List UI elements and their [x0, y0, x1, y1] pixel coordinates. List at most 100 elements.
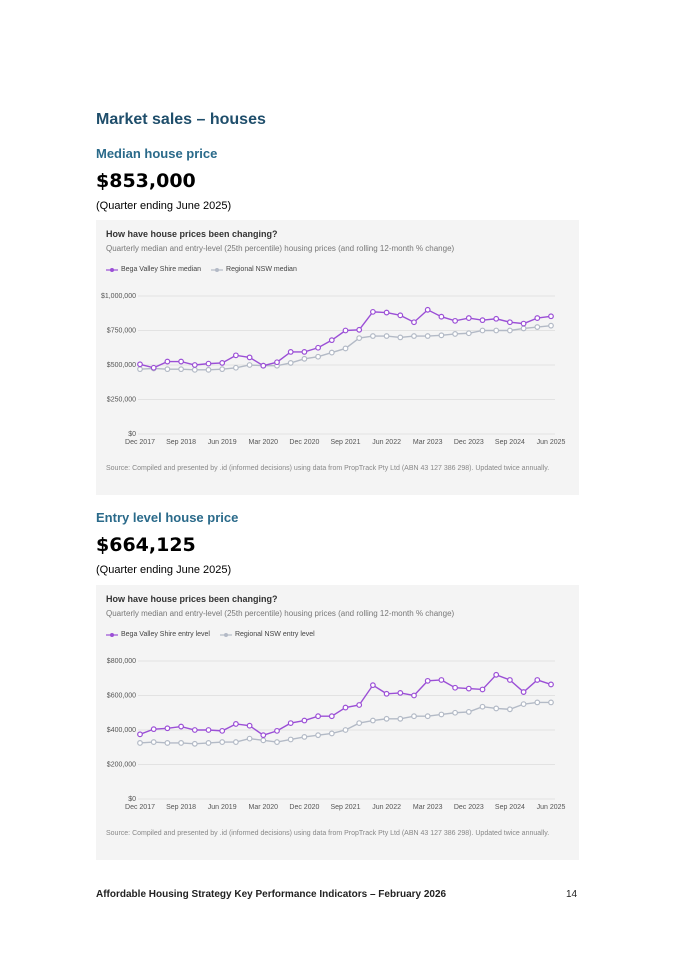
data-point — [424, 333, 431, 339]
x-tick-label: Sep 2024 — [495, 439, 525, 446]
x-tick-label: Mar 2020 — [249, 439, 279, 446]
data-point — [301, 733, 308, 740]
data-point — [274, 739, 280, 745]
data-point — [219, 366, 226, 373]
data-point — [465, 330, 472, 337]
data-point — [137, 731, 143, 738]
data-point — [411, 713, 417, 720]
y-tick-label: $0 — [128, 431, 136, 438]
figure: $664,125 — [96, 534, 196, 556]
data-point — [520, 325, 527, 332]
data-point — [137, 366, 143, 373]
data-point — [287, 360, 294, 366]
data-point — [465, 708, 472, 715]
x-tick-label: Sep 2021 — [331, 439, 361, 446]
footer: Affordable Housing Strategy Key Performa… — [96, 889, 447, 900]
x-tick-label: Jun 2019 — [208, 804, 237, 811]
data-point — [342, 727, 349, 733]
data-point — [397, 334, 404, 341]
note: (Quarter ending June 2025) — [96, 564, 232, 576]
data-point — [438, 711, 445, 718]
data-point — [137, 740, 143, 746]
x-tick-label: Dec 2023 — [454, 804, 484, 811]
x-tick-label: Jun 2022 — [372, 804, 401, 811]
chart-title: How have house prices been changing? — [106, 229, 278, 239]
legend-label: Regional NSW median — [226, 266, 297, 273]
plot: $0 $200,000 $400,000 $600,000 $800,000 Dec 20… — [107, 658, 566, 811]
data-point — [383, 690, 390, 697]
data-point — [411, 319, 417, 326]
legend-dot — [110, 632, 114, 637]
data-point — [520, 320, 527, 327]
data-point — [548, 699, 554, 706]
heading: Market sales – houses — [96, 111, 266, 128]
data-point — [342, 327, 349, 334]
data-point — [493, 327, 500, 334]
plot: $0 $250,000 $500,000 $750,000 $1,000,000 Dec … — [101, 293, 566, 446]
x-tick-label: Sep 2024 — [495, 804, 525, 811]
x-tick-label: Dec 2020 — [289, 439, 319, 446]
x-tick-label: Sep 2018 — [166, 804, 196, 811]
data-point — [397, 690, 404, 696]
data-point — [507, 706, 513, 713]
data-point — [232, 739, 239, 745]
data-point — [342, 345, 349, 352]
data-point — [287, 720, 294, 727]
legend-marker — [219, 632, 232, 637]
data-point — [534, 677, 541, 683]
x-tick-label: Sep 2021 — [331, 804, 361, 811]
data-point — [301, 348, 308, 355]
legend-dot — [110, 267, 114, 272]
data-point — [493, 671, 500, 678]
data-point — [260, 737, 267, 744]
data-point — [452, 317, 459, 324]
y-tick-label: $200,000 — [107, 761, 136, 768]
x-tick-label: Jun 2022 — [372, 439, 401, 446]
data-point — [383, 715, 390, 722]
x-tick-label: Mar 2020 — [249, 804, 279, 811]
legend-label: Bega Valley Shire entry level — [121, 631, 210, 638]
y-tick-label: $800,000 — [107, 658, 136, 665]
x-tick-label: Jun 2025 — [537, 439, 566, 446]
chart: How have house prices been changing? Quar… — [96, 220, 579, 495]
data-point — [137, 361, 143, 368]
legend-dot — [223, 632, 228, 637]
legend-item: Bega Valley Shire median — [106, 266, 201, 273]
data-point — [452, 684, 459, 691]
chart: How have house prices been changing? Quar… — [96, 585, 579, 860]
y-tick-label: $750,000 — [107, 327, 136, 334]
chart-subtitle: Quarterly median and entry-level (25th p… — [106, 609, 455, 618]
data-point — [260, 732, 267, 739]
y-tick-label: $400,000 — [107, 727, 136, 734]
data-point — [232, 352, 239, 359]
data-point — [219, 727, 226, 734]
legend-marker — [106, 267, 118, 272]
data-point — [520, 701, 527, 708]
x-tick-label: Dec 2017 — [125, 439, 155, 446]
note: (Quarter ending June 2025) — [96, 200, 232, 212]
data-point — [205, 360, 212, 367]
data-point — [315, 353, 322, 360]
subheading: Entry level house price — [96, 510, 239, 525]
data-point — [383, 309, 390, 316]
data-point — [287, 348, 294, 355]
data-point — [465, 685, 472, 692]
data-point — [219, 739, 226, 745]
data-point — [301, 355, 308, 362]
data-point — [370, 682, 376, 689]
y-tick-label: $0 — [128, 796, 136, 803]
data-point — [370, 308, 376, 315]
data-point — [232, 364, 239, 371]
figure: $853,000 — [96, 170, 196, 192]
x-tick-label: Dec 2023 — [454, 439, 484, 446]
page-number: 14 — [566, 889, 578, 900]
x-tick-label: Dec 2017 — [125, 804, 155, 811]
y-tick-label: $500,000 — [107, 362, 136, 369]
data-point — [328, 337, 335, 344]
x-tick-label: Mar 2023 — [413, 804, 443, 811]
chart-subtitle: Quarterly median and entry-level (25th p… — [106, 244, 455, 253]
data-point — [315, 344, 322, 351]
data-point — [397, 715, 404, 722]
data-point — [164, 358, 171, 365]
